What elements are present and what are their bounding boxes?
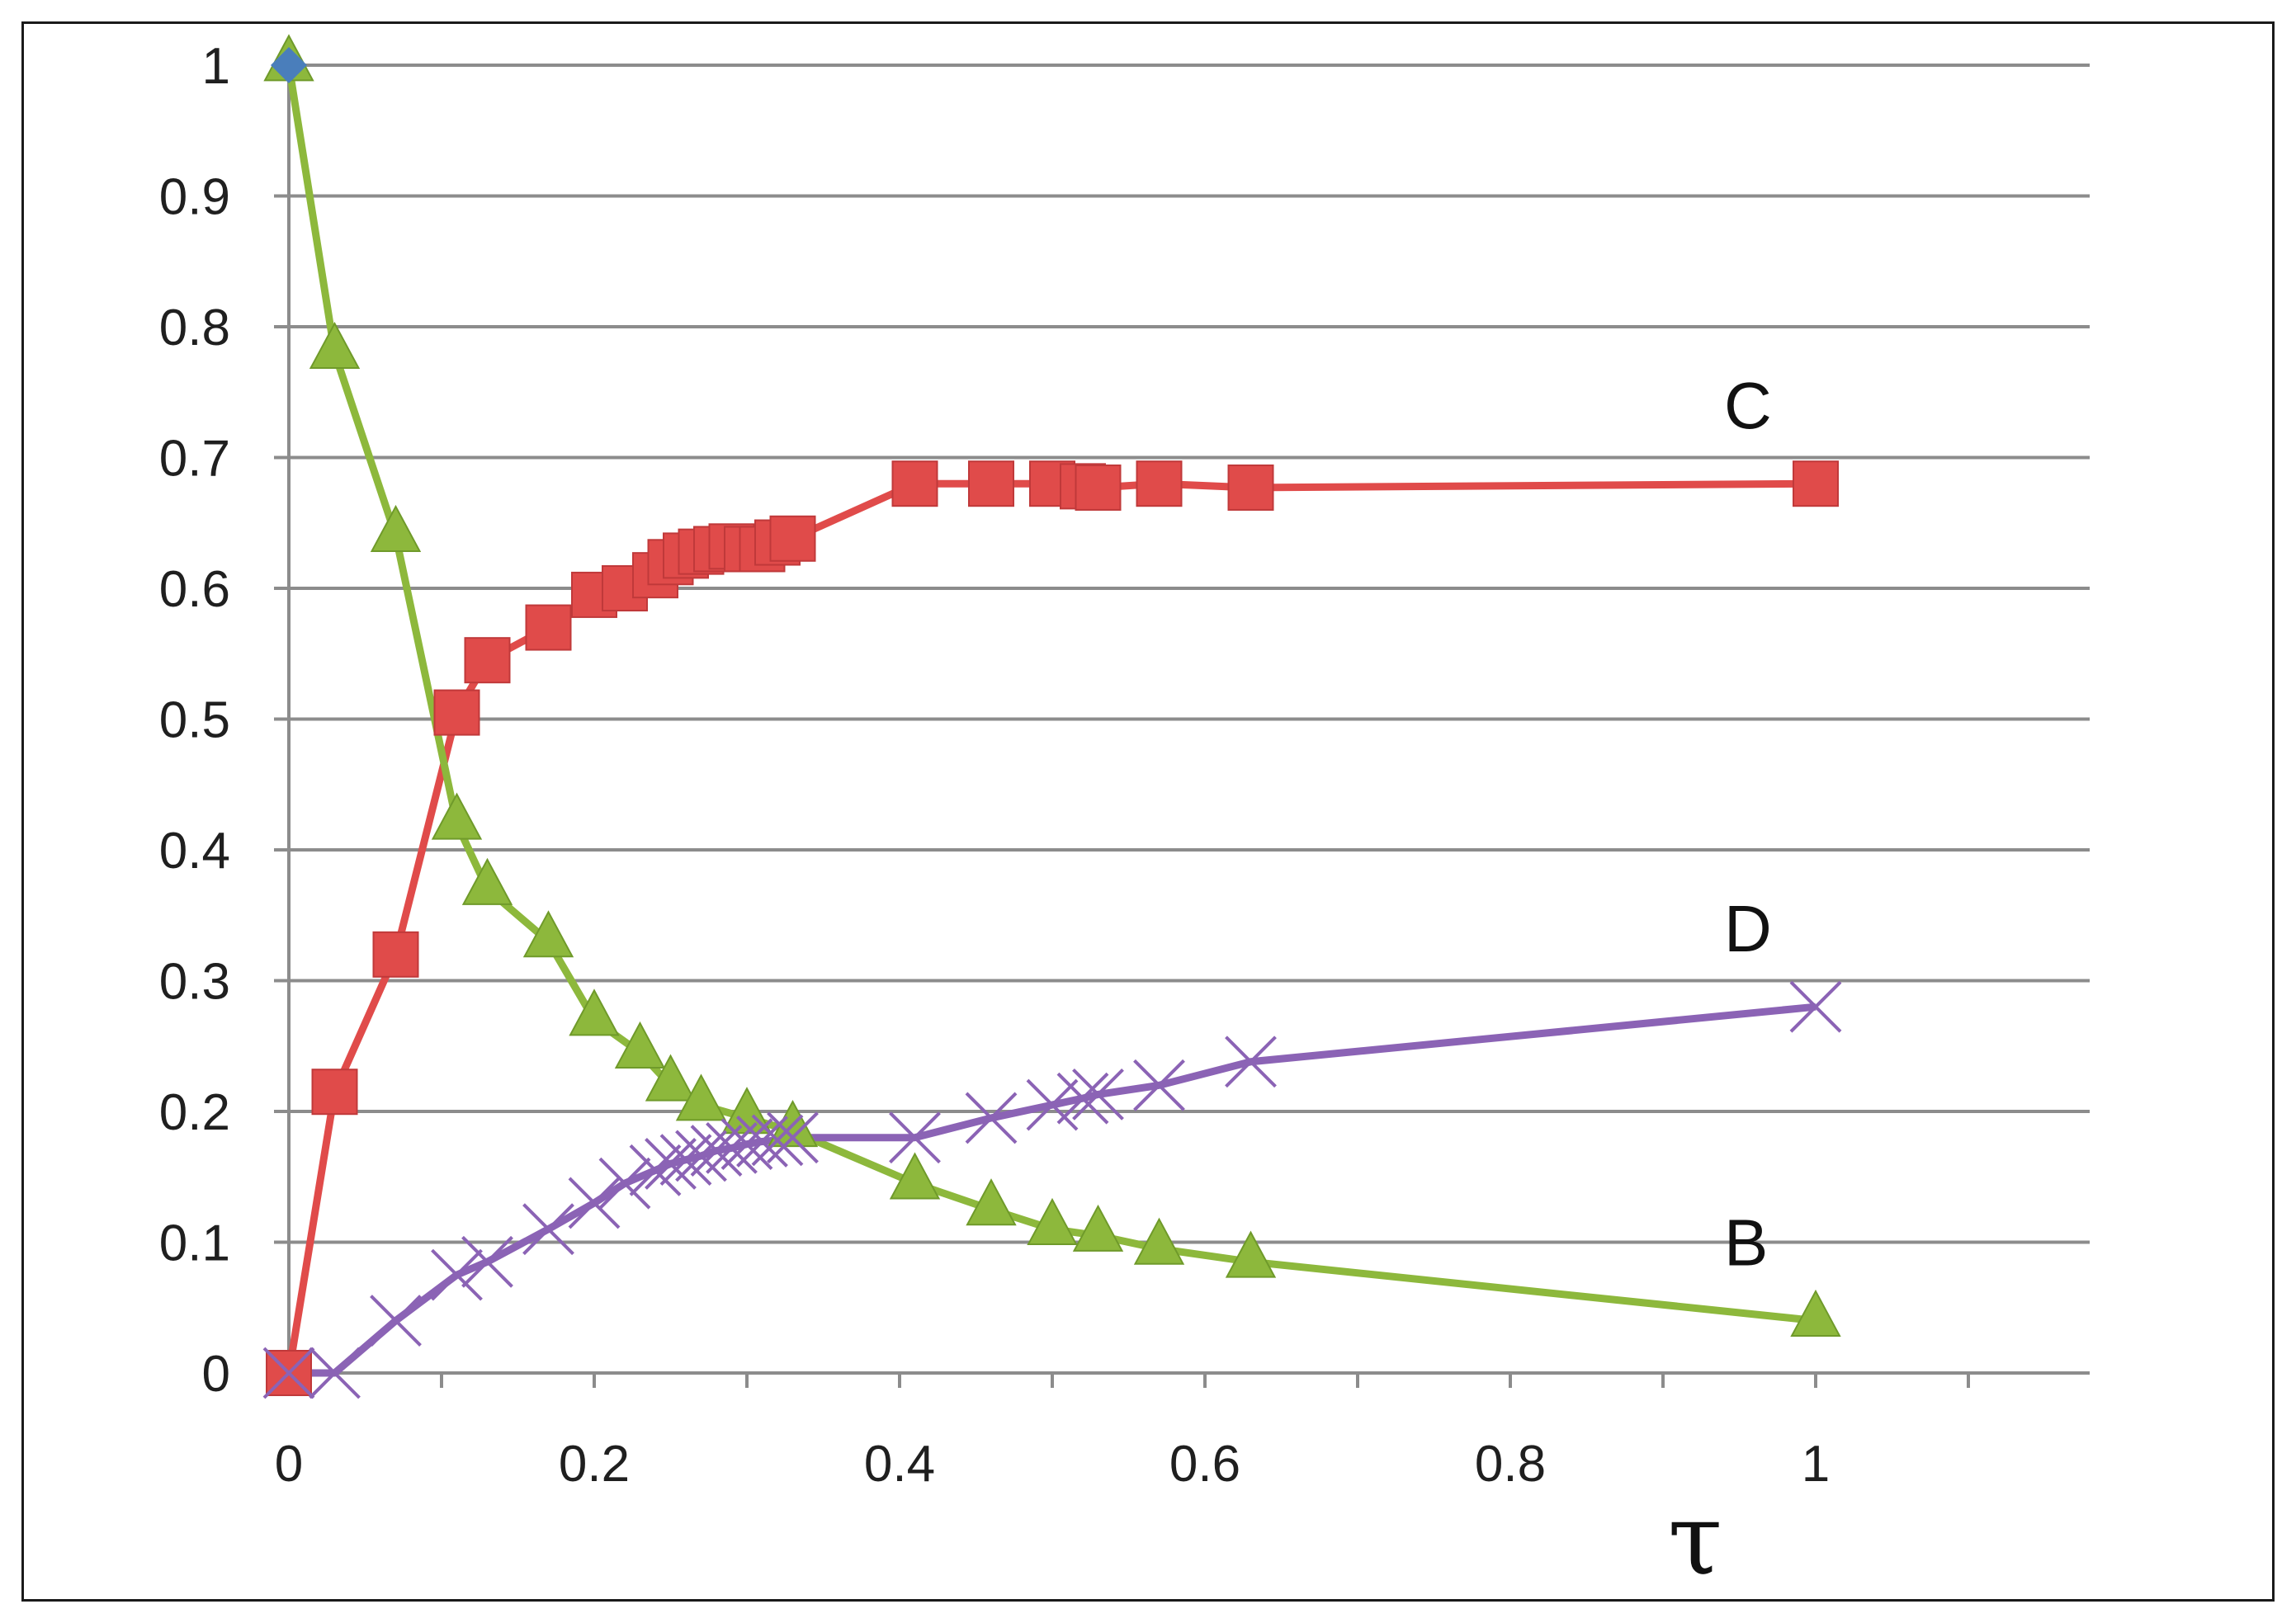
- gridlines: [289, 64, 2090, 1244]
- marker-c-25: [1793, 460, 1839, 507]
- marker-d-18: [889, 1111, 941, 1164]
- marker-b-2: [370, 504, 422, 552]
- marker-d-2: [370, 1295, 422, 1347]
- series-label-d: D: [1724, 892, 1772, 965]
- marker-b-16: [1133, 1217, 1185, 1265]
- marker-b-14: [1027, 1197, 1078, 1246]
- marker-c-22: [1075, 464, 1122, 511]
- axes: [287, 60, 2090, 1375]
- marker-c-18: [891, 460, 938, 507]
- marker-a-0: [271, 47, 307, 83]
- marker-b-8: [645, 1054, 697, 1102]
- x-tick-label: 0.8: [1475, 1436, 1546, 1493]
- marker-b-15: [1072, 1204, 1124, 1252]
- y-tick-label: 0.9: [159, 169, 230, 226]
- marker-c-2: [372, 931, 419, 978]
- marker-d-17: [767, 1111, 819, 1164]
- marker-b-13: [966, 1178, 1017, 1226]
- x-axis-ticks: 0 0.2 0.4 0.6 0.8 1: [275, 1373, 1970, 1493]
- marker-c-24: [1227, 464, 1274, 511]
- series-markers: [262, 34, 1842, 1399]
- chart-frame: 0 0.1 0.2 0.3 0.4 0.5 0.6 0.7 0.8 0.9 1 0 0.2 0.4 0.6…: [21, 21, 2275, 1602]
- marker-c-3: [433, 689, 480, 736]
- series-line-B: [285, 64, 1816, 1325]
- y-axis-ticks: 0 0.1 0.2 0.3 0.4 0.5 0.6 0.7 0.8 0.9 1: [159, 38, 289, 1403]
- marker-b-6: [569, 988, 620, 1036]
- marker-d-8: [629, 1144, 682, 1196]
- x-tick-label: 0.2: [559, 1436, 630, 1493]
- marker-b-9: [675, 1073, 727, 1121]
- series-label-c: C: [1724, 369, 1772, 442]
- marker-b-3: [431, 792, 483, 840]
- marker-c-17: [769, 515, 816, 562]
- marker-d-12: [690, 1125, 743, 1177]
- y-tick-label: 0.4: [159, 823, 230, 880]
- marker-b-12: [889, 1152, 941, 1200]
- marker-d-22: [1072, 1068, 1124, 1121]
- series-label-b: B: [1724, 1206, 1768, 1280]
- marker-d-1: [309, 1347, 361, 1399]
- marker-c-1: [311, 1069, 358, 1116]
- marker-b-4: [461, 857, 513, 905]
- marker-d-6: [568, 1177, 621, 1229]
- marker-d-21: [1056, 1072, 1109, 1125]
- y-tick-label: 0.5: [159, 692, 230, 749]
- marker-d-7: [598, 1157, 651, 1210]
- y-tick-label: 0.7: [159, 431, 230, 488]
- marker-c-5: [525, 604, 572, 651]
- y-tick-label: 0.6: [159, 561, 230, 618]
- marker-d-19: [965, 1092, 1018, 1144]
- marker-b-1: [309, 321, 361, 370]
- y-tick-label: 0.2: [159, 1084, 230, 1141]
- series-line-D: [289, 1003, 1816, 1377]
- marker-d-11: [675, 1130, 727, 1182]
- marker-d-24: [1225, 1036, 1277, 1088]
- x-tick-label: 0: [275, 1436, 303, 1493]
- marker-b-17: [1225, 1230, 1277, 1278]
- marker-d-5: [522, 1203, 574, 1256]
- marker-c-19: [968, 460, 1014, 507]
- marker-d-0: [262, 1347, 315, 1399]
- marker-d-10: [659, 1134, 712, 1187]
- line-chart: 0 0.1 0.2 0.3 0.4 0.5 0.6 0.7 0.8 0.9 1 0 0.2 0.4 0.6…: [159, 34, 2090, 1597]
- marker-b-5: [522, 910, 574, 958]
- x-tick-label: 0.6: [1169, 1436, 1240, 1493]
- marker-c-23: [1136, 460, 1183, 507]
- marker-d-25: [1789, 980, 1842, 1033]
- x-tick-label: 0.4: [864, 1436, 935, 1493]
- marker-d-4: [461, 1235, 513, 1288]
- x-axis-title: τ: [1668, 1483, 1722, 1597]
- marker-d-9: [645, 1137, 697, 1190]
- series-labels: C D B: [1724, 369, 1772, 1279]
- y-tick-label: 0.3: [159, 954, 230, 1011]
- y-tick-label: 1: [202, 38, 230, 95]
- marker-b-7: [614, 1021, 666, 1069]
- marker-b-18: [1790, 1289, 1841, 1337]
- marker-d-16: [751, 1114, 804, 1167]
- marker-d-20: [1026, 1078, 1079, 1131]
- x-tick-label: 1: [1802, 1436, 1830, 1493]
- y-tick-label: 0.1: [159, 1215, 230, 1272]
- marker-d-13: [706, 1121, 758, 1174]
- y-tick-label: 0: [202, 1346, 230, 1403]
- marker-d-23: [1133, 1059, 1185, 1111]
- y-tick-label: 0.8: [159, 300, 230, 356]
- marker-d-3: [431, 1248, 483, 1301]
- marker-c-4: [464, 637, 511, 684]
